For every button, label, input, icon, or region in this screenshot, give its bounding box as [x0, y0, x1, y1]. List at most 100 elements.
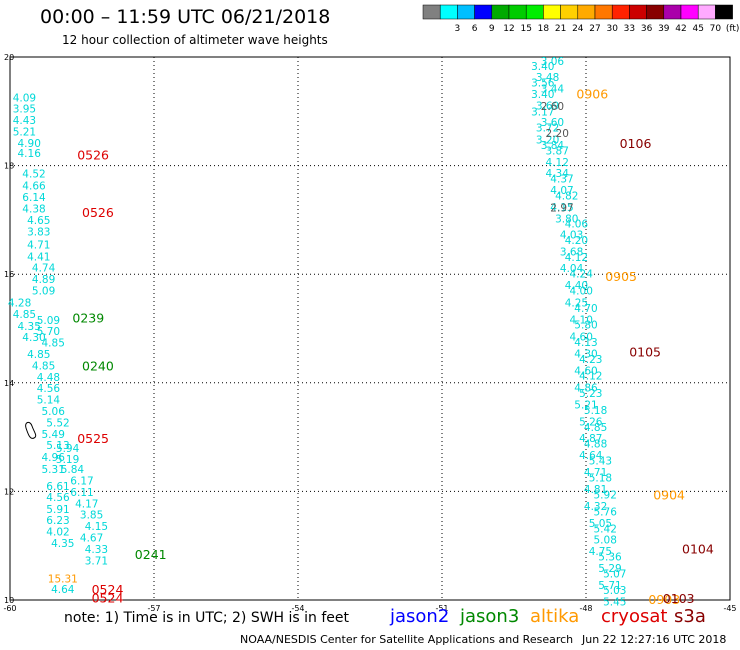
swh-value-label: 4.56: [37, 383, 61, 395]
swh-value-label: 3.87: [546, 145, 569, 157]
swh-value-label: 5.03: [603, 585, 626, 597]
swh-value-label: 4.41: [27, 251, 50, 263]
scale-label: 3: [455, 24, 461, 34]
swh-value-label: 5.18: [589, 472, 612, 484]
swh-value-label: 3.72: [536, 123, 559, 135]
swh-value-label: 5.23: [579, 388, 602, 400]
pass-time-label: 0239: [72, 311, 104, 326]
swh-value-label: 5.84: [61, 464, 85, 476]
swh-value-label: 4.64: [51, 584, 75, 596]
swh-value-label: 4.20: [565, 235, 588, 247]
pass-time-label: 0241: [135, 547, 167, 562]
swh-value-label: 4.23: [579, 354, 602, 366]
swh-value-label: 5.29: [598, 563, 621, 575]
pass-time-label: 0525: [77, 431, 109, 446]
swh-value-label: 5.71: [598, 580, 621, 592]
swh-value-label: 3.95: [13, 104, 36, 116]
swh-value-label: 6.11: [70, 487, 93, 499]
pass-time-label: 0240: [82, 358, 114, 373]
swh-value-label: 4.81: [584, 484, 607, 496]
color-scale: 3 6 9 12 15 18 21 24 27 30 33 36 39 42 45 70 (ft): [422, 4, 740, 34]
scale-label: 45: [692, 24, 703, 34]
swh-value-label: 5.06: [42, 406, 66, 418]
swh-value-label: 4.37: [550, 174, 573, 186]
swh-value-label: 5.26: [579, 416, 603, 428]
legend-altika: altika: [530, 606, 580, 627]
swh-value-label: 4.12: [565, 252, 588, 264]
swh-value-label: 4.33: [85, 544, 108, 556]
pass-time-label: 0526: [77, 148, 109, 163]
swh-value-label: 4.24: [570, 269, 594, 281]
y-tick-label: 14: [4, 379, 14, 388]
swh-value-label: 3.48: [536, 72, 559, 84]
swh-value-label: 4.88: [584, 439, 607, 451]
pass-time-label: 0524: [92, 582, 124, 597]
swh-value-label: 4.85: [584, 422, 607, 434]
swh-value-label: 5.92: [594, 490, 617, 502]
swh-value-label: 4.90: [18, 138, 41, 150]
pass-time-label: 0105: [629, 344, 661, 359]
swh-value-label: 5.70: [37, 326, 60, 338]
swh-value-label: 4.35: [18, 321, 41, 333]
swh-value-label: 5.14: [37, 395, 61, 407]
scale-swatch: [715, 4, 733, 20]
swh-value-label: 6.14: [22, 192, 46, 204]
swh-value-label: 3.06: [541, 56, 565, 68]
pass-time-label: 0904: [653, 488, 685, 503]
pass-time-label: 0526: [82, 205, 114, 220]
swh-value-label: 4.60: [574, 365, 597, 377]
x-tick-label: -60: [3, 604, 16, 613]
scale-label: 27: [589, 24, 600, 34]
swh-value-label: 4.30: [22, 332, 45, 344]
swh-value-label: 4.38: [22, 203, 45, 215]
swh-value-label: 4.40: [565, 280, 588, 292]
pass-time-label: 0106: [620, 136, 652, 151]
scale-label: 24: [572, 24, 584, 34]
swh-value-label: 4.96: [42, 452, 66, 464]
swh-value-label: 5.42: [594, 523, 617, 535]
swh-value-label: 3.40: [531, 89, 554, 101]
scale-label: 6: [472, 24, 478, 34]
swh-value-label: 5.21: [13, 126, 36, 138]
units-note: note: 1) Time is in UTC; 2) SWH is in fe…: [64, 610, 350, 626]
scale-label: 15: [520, 24, 531, 34]
swh-value-label: 5.76: [594, 506, 618, 518]
swh-value-label: 15.31: [48, 573, 78, 585]
swh-value-label: 4.00: [570, 285, 593, 297]
swh-value-label: 5.94: [56, 443, 80, 455]
pass-time-label: 0104: [682, 541, 714, 556]
swh-value-label: 4.09: [13, 93, 36, 105]
swh-value-label: 4.71: [27, 239, 50, 251]
swh-value-label: 4.71: [584, 467, 607, 479]
swh-value-label: 4.74: [32, 263, 56, 275]
swh-value-label: 4.32: [584, 501, 607, 513]
swh-value-label: 5.05: [589, 518, 612, 530]
swh-value-label: 3.71: [85, 555, 108, 567]
swh-value-label: 4.15: [550, 202, 573, 214]
swh-value-label: 4.17: [75, 498, 98, 510]
swh-value-label: 2.97: [550, 202, 573, 214]
footer-credit: NOAA/NESDIS Center for Satellite Applica…: [240, 633, 574, 646]
chart-title: 00:00 – 11:59 UTC 06/21/2018: [40, 6, 331, 28]
swh-value-label: 4.82: [555, 190, 578, 202]
swh-value-label: 4.15: [85, 521, 108, 533]
swh-value-label: 4.56: [46, 492, 70, 504]
scale-label: (ft): [726, 24, 740, 34]
swh-value-label: 4.43: [13, 115, 36, 127]
swh-value-label: 4.75: [589, 546, 612, 558]
x-tick-label: -57: [147, 604, 160, 613]
swh-value-label: 4.25: [565, 297, 588, 309]
swh-value-label: 4.48: [37, 372, 60, 384]
swh-value-label: 5.09: [32, 285, 55, 297]
plot-frame: [9, 56, 731, 601]
swh-value-label: 6.61: [46, 481, 69, 493]
pass-time-label: 0903: [648, 592, 680, 607]
swh-value-label: 5.80: [574, 320, 597, 332]
swh-value-label: 5.21: [574, 400, 597, 412]
swh-value-label: 4.85: [42, 338, 65, 350]
swh-value-label: 3.40: [531, 61, 554, 73]
swh-value-label: 5.52: [46, 417, 69, 429]
legend-cryosat: cryosat: [601, 606, 668, 627]
chart-subtitle: 12 hour collection of altimeter wave hei…: [62, 33, 328, 47]
